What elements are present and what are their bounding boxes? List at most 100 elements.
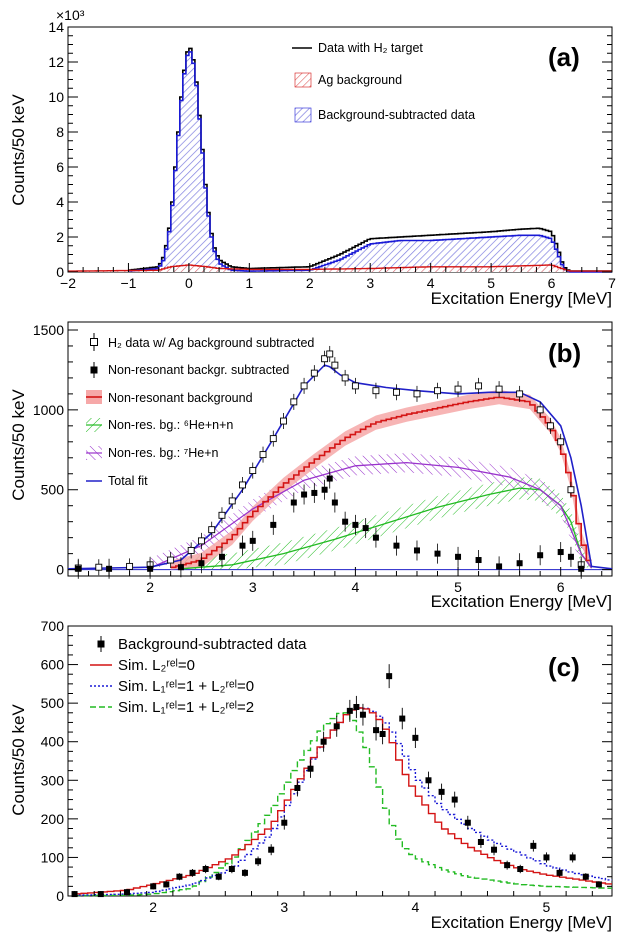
point-bg-subtracted xyxy=(71,891,78,898)
x-tick-label: 2 xyxy=(149,899,157,915)
point-bg-subtracted xyxy=(464,819,471,826)
point-bg-subtracted xyxy=(582,873,589,880)
point-h2 xyxy=(351,382,359,390)
point-bg-subtracted xyxy=(150,883,157,890)
point-h2 xyxy=(310,369,318,377)
point-nonres-subtracted xyxy=(249,537,256,544)
point-h2 xyxy=(290,398,298,406)
series-l1-l0 xyxy=(74,707,612,896)
panel-c-y-axis-title: Counts/50 keV xyxy=(9,704,28,816)
point-nonres-subtracted xyxy=(321,486,328,493)
series-total-fit xyxy=(67,364,613,570)
point-bg-subtracted xyxy=(189,869,196,876)
y-tick-label: 600 xyxy=(41,657,65,673)
point-nonres-subtracted xyxy=(177,564,184,571)
point-bg-subtracted xyxy=(215,873,222,880)
x-tick-label: 6 xyxy=(548,275,556,291)
x-tick-label: 5 xyxy=(543,899,551,915)
point-nonres-subtracted xyxy=(567,553,574,560)
x-tick-label: 4 xyxy=(351,579,359,595)
point-h2 xyxy=(126,562,134,570)
point-nonres-subtracted xyxy=(372,534,379,541)
point-bg-subtracted xyxy=(504,862,511,869)
point-bg-subtracted xyxy=(373,727,380,734)
x-tick-label: 4 xyxy=(411,899,419,915)
point-bg-subtracted xyxy=(202,866,209,872)
point-h2 xyxy=(300,382,308,390)
legend-b-swatch-green xyxy=(86,418,102,432)
point-bg-subtracted xyxy=(543,854,550,861)
legend-b-swatch-red-band xyxy=(86,390,102,404)
y-tick-label: 700 xyxy=(41,618,65,634)
point-h2 xyxy=(280,417,287,425)
point-h2 xyxy=(187,546,195,554)
point-h2 xyxy=(393,388,400,396)
legend-b-label-total-fit: Total fit xyxy=(108,474,148,488)
x-tick-label: 0 xyxy=(185,275,193,291)
point-h2 xyxy=(95,563,103,571)
y-tick-label: 0 xyxy=(56,562,64,578)
point-h2 xyxy=(197,537,205,545)
point-h2 xyxy=(372,387,380,395)
point-h2 xyxy=(331,361,339,369)
series-l1-l2 xyxy=(74,712,612,897)
x-tick-label: 5 xyxy=(454,579,462,595)
point-nonres-subtracted xyxy=(455,553,462,560)
series-7he xyxy=(149,461,593,569)
panel-a-y-axis-title: Counts/50 keV xyxy=(9,94,28,206)
point-h2 xyxy=(567,486,575,494)
panel-c-y-ticks: 0 100 200 300 400 500 600 700 xyxy=(41,618,612,904)
panel-b-x-axis-title: Excitation Energy [MeV] xyxy=(431,592,612,611)
point-bg-subtracted xyxy=(491,846,498,853)
point-bg-subtracted xyxy=(399,715,406,722)
x-tick-label: 1 xyxy=(245,275,253,291)
panel-a-legend: Data with H₂ target Ag background Backgr… xyxy=(292,41,475,123)
point-bg-subtracted xyxy=(228,866,235,872)
point-nonres-subtracted xyxy=(434,550,441,557)
y-tick-label: 6 xyxy=(56,159,64,175)
point-bg-subtracted xyxy=(307,765,314,772)
y-tick-label: 1000 xyxy=(33,402,64,418)
panel-c-plot-area xyxy=(71,664,612,898)
legend-c-label-l0: Sim. L₂ʳᵉˡ=0 xyxy=(118,657,195,674)
point-h2 xyxy=(326,350,334,358)
legend-b-swatch-open-square xyxy=(90,333,98,351)
panel-c: 2 3 4 5 0 100 200 300 400 500 600 700 Excitation E… xyxy=(9,618,613,932)
y-tick-label: 0 xyxy=(56,888,64,904)
panel-a-x-ticks: −2 −1 0 1 2 3 4 5 6 7 xyxy=(60,263,616,291)
legend-c-swatch-data xyxy=(97,636,105,652)
legend-b-label-6he: Non-res. bg.: ⁶He+n+n xyxy=(108,418,233,432)
panel-b-frame xyxy=(67,321,613,577)
point-bg-subtracted xyxy=(353,704,360,710)
y-tick-label: 300 xyxy=(41,772,65,788)
point-nonres-subtracted xyxy=(496,563,503,570)
panel-c-x-ticks: 2 3 4 5 xyxy=(67,891,593,915)
x-tick-label: 3 xyxy=(249,579,257,595)
x-tick-label: 6 xyxy=(557,579,565,595)
point-bg-subtracted xyxy=(556,869,563,876)
series-ag-background xyxy=(68,264,612,272)
point-h2 xyxy=(218,511,226,519)
legend-b-label-h2-data: H₂ data w/ Ag background subtracted xyxy=(108,336,314,350)
panel-a-y-ticks: 0 2 4 6 8 10 12 14 xyxy=(48,19,612,280)
panel-a-tag: (a) xyxy=(548,42,580,72)
y-tick-label: 0 xyxy=(56,264,64,280)
point-bg-subtracted xyxy=(477,839,484,845)
point-bg-subtracted xyxy=(320,738,327,745)
point-nonres-subtracted xyxy=(270,521,277,528)
point-h2 xyxy=(239,481,246,489)
point-h2 xyxy=(434,387,441,395)
legend-c-label-l1l0: Sim. L₁ʳᵉˡ=1 + L₂ʳᵉˡ=0 xyxy=(118,678,254,695)
legend-c-label-l1l2: Sim. L₁ʳᵉˡ=1 + L₂ʳᵉˡ=2 xyxy=(118,699,254,716)
point-bg-subtracted xyxy=(268,846,275,853)
point-nonres-subtracted xyxy=(301,491,308,498)
series-6he xyxy=(180,487,593,570)
x-tick-label: 7 xyxy=(608,275,616,291)
point-nonres-subtracted xyxy=(239,542,246,549)
panel-b-y-axis-title: Counts/50 keV xyxy=(9,389,28,501)
point-h2 xyxy=(557,438,565,446)
point-nonres-subtracted xyxy=(393,542,400,549)
legend-b-label-7he: Non-res. bg.: ⁷He+n xyxy=(108,446,219,460)
point-h2 xyxy=(249,467,257,475)
